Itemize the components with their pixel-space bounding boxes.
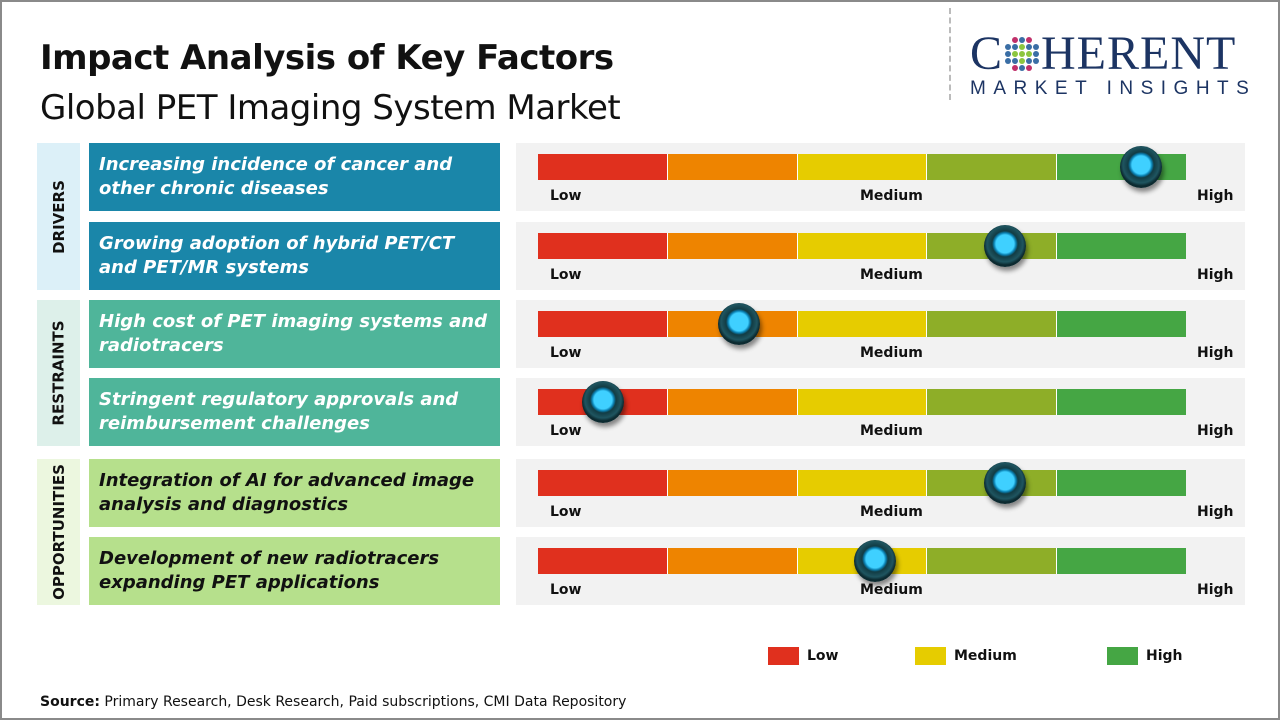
factor-text: High cost of PET imaging systems and rad… [99, 311, 487, 356]
gauge-medium-label: Medium [860, 423, 923, 439]
logo-subtitle: MARKET INSIGHTS [970, 78, 1257, 99]
factor-box: Development of new radiotracers expandin… [89, 537, 500, 605]
gauge-segment [1057, 470, 1186, 496]
factor-text: Stringent regulatory approvals and reimb… [99, 389, 459, 434]
impact-knob-icon [983, 225, 1026, 267]
gauge-segment [538, 311, 668, 337]
gauge-segment [1057, 548, 1186, 574]
category-drivers: DRIVERS [37, 143, 80, 290]
gauge-bar [538, 233, 1186, 259]
gauge-segment [927, 154, 1058, 180]
gauge-segment [797, 154, 928, 180]
gauge-segment [1057, 389, 1186, 415]
impact-gauge: Low Medium High [516, 143, 1245, 211]
gauge-segment [667, 233, 798, 259]
gauge-segment [1057, 233, 1186, 259]
gauge-segment [538, 548, 668, 574]
legend-swatch [915, 647, 946, 665]
category-label: RESTRAINTS [49, 320, 68, 426]
category-restraints: RESTRAINTS [37, 300, 80, 446]
gauge-high-label: High [1197, 267, 1234, 283]
company-logo: C HERENT MARKET INSIGHTS [970, 30, 1260, 100]
category-label: OPPORTUNITIES [49, 464, 68, 600]
gauge-segment [667, 389, 798, 415]
gauge-high-label: High [1197, 582, 1234, 598]
gauge-low-label: Low [550, 188, 582, 204]
gauge-medium-label: Medium [860, 345, 923, 361]
gauge-segment [538, 470, 668, 496]
gauge-bar [538, 470, 1186, 496]
gauge-segment [797, 233, 928, 259]
impact-gauge: Low Medium High [516, 378, 1245, 446]
gauge-segment [538, 233, 668, 259]
gauge-medium-label: Medium [860, 504, 923, 520]
legend-swatch [768, 647, 799, 665]
impact-knob-icon [581, 381, 624, 423]
gauge-low-label: Low [550, 423, 582, 439]
impact-gauge: Low Medium High [516, 459, 1245, 527]
logo-letter: C [970, 27, 1004, 80]
gauge-low-label: Low [550, 582, 582, 598]
source-text: Primary Research, Desk Research, Paid su… [99, 694, 627, 710]
factor-text: Integration of AI for advanced image ana… [99, 470, 475, 515]
factor-text: Growing adoption of hybrid PET/CT and PE… [99, 233, 455, 278]
gauge-segment [667, 154, 798, 180]
impact-knob-icon [717, 303, 760, 345]
category-label: DRIVERS [49, 179, 68, 254]
gauge-segment [927, 389, 1058, 415]
logo-word: HERENT [1041, 27, 1237, 80]
gauge-medium-label: Medium [860, 188, 923, 204]
gauge-segment [667, 470, 798, 496]
gauge-high-label: High [1197, 188, 1234, 204]
legend-medium: Medium [915, 647, 1017, 665]
legend-low: Low [768, 647, 838, 665]
gauge-segment [1057, 311, 1186, 337]
impact-gauge: Low Medium High [516, 222, 1245, 290]
gauge-segment [927, 311, 1058, 337]
factor-box: Integration of AI for advanced image ana… [89, 459, 500, 527]
legend-label: High [1146, 648, 1183, 664]
factor-box: Increasing incidence of cancer and other… [89, 143, 500, 211]
impact-gauge: Low Medium High [516, 537, 1245, 605]
gauge-bar [538, 154, 1186, 180]
gauge-low-label: Low [550, 345, 582, 361]
source-label: Source: [40, 694, 100, 710]
gauge-high-label: High [1197, 423, 1234, 439]
gauge-high-label: High [1197, 345, 1234, 361]
impact-knob-icon [853, 540, 896, 582]
page-subtitle: Global PET Imaging System Market [40, 88, 621, 128]
gauge-bar [538, 389, 1186, 415]
factor-box: Growing adoption of hybrid PET/CT and PE… [89, 222, 500, 290]
gauge-segment [538, 154, 668, 180]
gauge-low-label: Low [550, 267, 582, 283]
factor-text: Increasing incidence of cancer and other… [99, 154, 453, 199]
factor-box: Stringent regulatory approvals and reimb… [89, 378, 500, 446]
gauge-bar [538, 311, 1186, 337]
gauge-medium-label: Medium [860, 267, 923, 283]
factor-box: High cost of PET imaging systems and rad… [89, 300, 500, 368]
legend-label: Medium [954, 648, 1017, 664]
impact-gauge: Low Medium High [516, 300, 1245, 368]
legend-high: High [1107, 647, 1183, 665]
gauge-segment [927, 548, 1058, 574]
legend-label: Low [807, 648, 839, 664]
gauge-low-label: Low [550, 504, 582, 520]
page-title: Impact Analysis of Key Factors [40, 38, 614, 78]
gauge-segment [667, 548, 798, 574]
gauge-segment [797, 311, 928, 337]
category-opportunities: OPPORTUNITIES [37, 459, 80, 605]
logo-globe-icon [1005, 37, 1040, 71]
factor-text: Development of new radiotracers expandin… [99, 548, 440, 593]
impact-knob-icon [983, 462, 1026, 504]
gauge-high-label: High [1197, 504, 1234, 520]
gauge-segment [797, 389, 928, 415]
divider [949, 8, 951, 100]
source-note: Source: Primary Research, Desk Research,… [40, 694, 626, 710]
legend-swatch [1107, 647, 1138, 665]
gauge-segment [797, 470, 928, 496]
gauge-medium-label: Medium [860, 582, 923, 598]
impact-knob-icon [1119, 146, 1162, 188]
